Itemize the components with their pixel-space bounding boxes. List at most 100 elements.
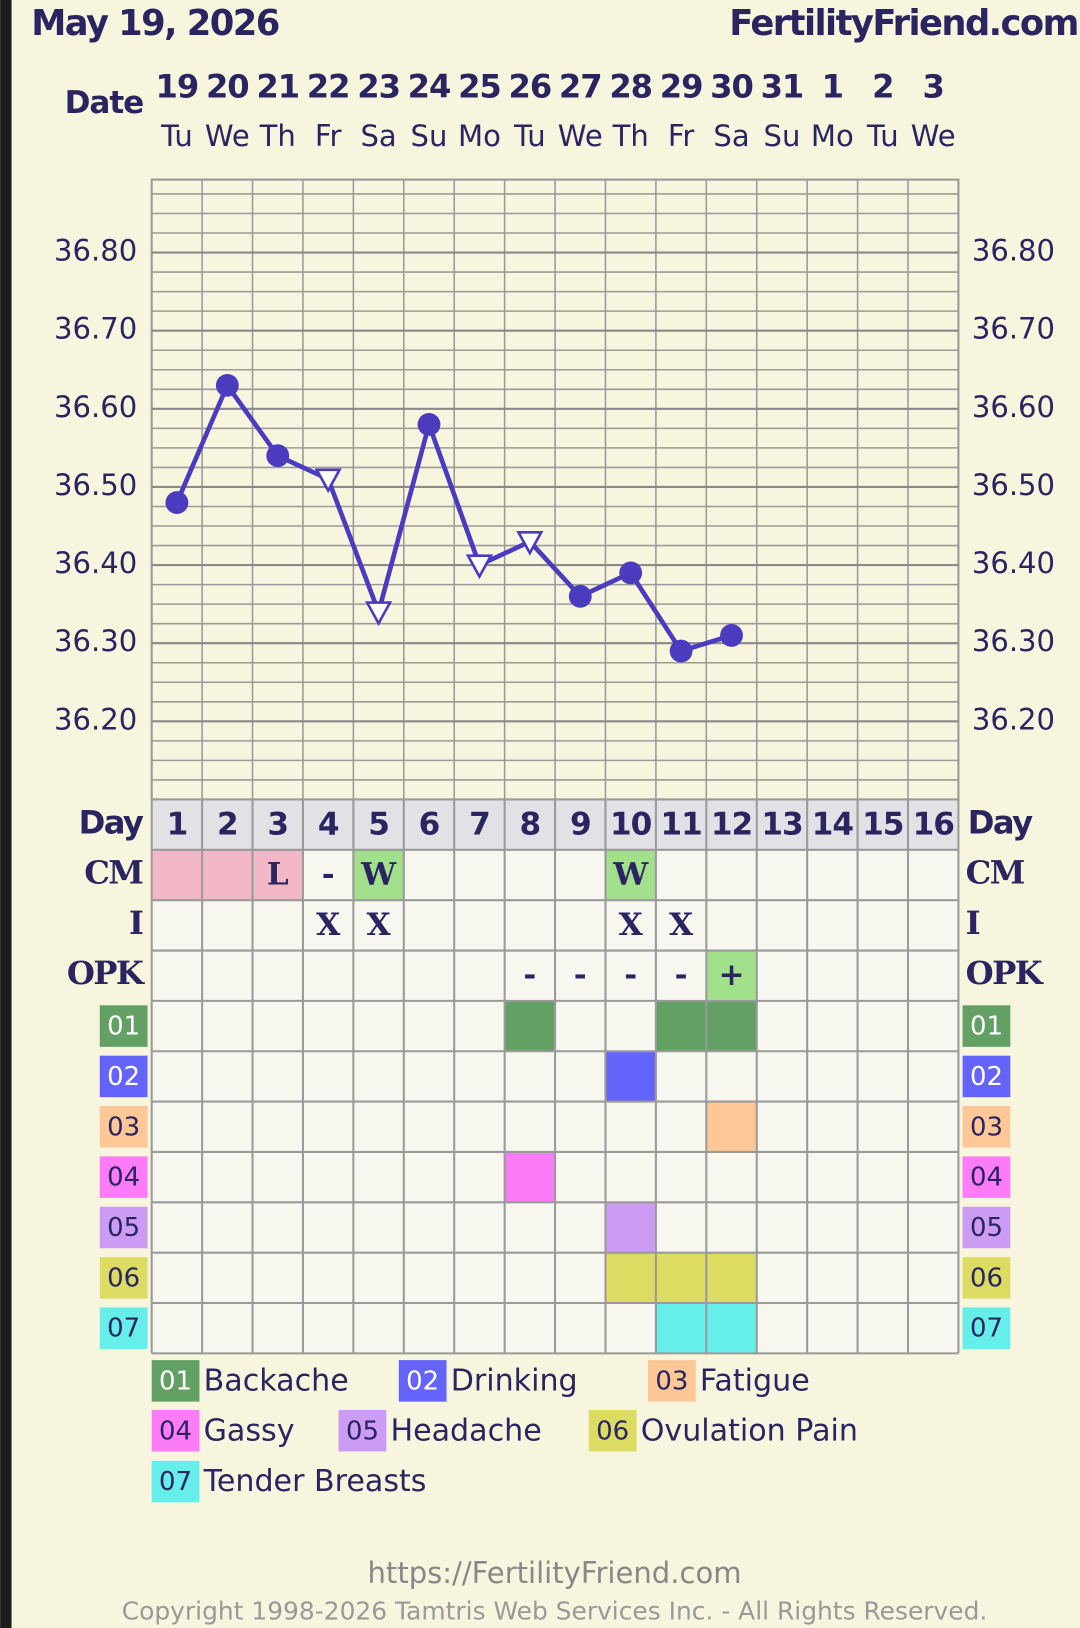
day-number: 8	[520, 807, 541, 843]
symptom-code: 07	[107, 1314, 140, 1344]
symptom-code: 01	[107, 1012, 140, 1042]
date-number: 20	[206, 67, 249, 105]
cell-text: -	[675, 957, 688, 993]
symptom-code: 04	[159, 1416, 192, 1446]
circle-marker	[266, 444, 290, 468]
symptom-code: 06	[970, 1263, 1003, 1293]
symptom-badge	[962, 1206, 1011, 1249]
date-number: 19	[156, 67, 199, 105]
temperature-line	[174, 383, 733, 654]
day-label: Day	[968, 804, 1033, 842]
weekday: Sa	[713, 119, 749, 153]
legend-name: Fatigue	[700, 1363, 810, 1398]
symptom-badge	[99, 1156, 148, 1198]
symptom-code: 02	[107, 1062, 140, 1092]
symptom-badge	[962, 1005, 1011, 1047]
circle-marker	[619, 561, 643, 585]
triangle-marker	[465, 554, 494, 580]
row-label: CM	[966, 853, 1025, 891]
symptom-code: 03	[655, 1366, 688, 1396]
symptom-code: 02	[970, 1062, 1003, 1092]
date-number: 24	[408, 67, 451, 105]
weekday: We	[205, 119, 250, 153]
weekday: Tu	[513, 119, 546, 153]
date-number: 31	[761, 67, 804, 105]
symptom-badge	[962, 1307, 1011, 1349]
day-number: 9	[570, 807, 591, 843]
date-number: 2	[872, 67, 893, 105]
day-number: 12	[711, 807, 752, 843]
y2-tick-label: 36.30	[972, 624, 1055, 658]
copyright: Copyright 1998-2026 Tamtris Web Services…	[122, 1596, 988, 1625]
cell-text: X	[669, 907, 694, 943]
symptom-cell	[504, 1151, 556, 1203]
day-number: 7	[469, 807, 490, 843]
symptom-code: 01	[159, 1366, 192, 1396]
left-edge	[0, 0, 12, 1628]
symptom-cell	[706, 1303, 757, 1354]
circle-marker	[215, 373, 239, 397]
symptom-code: 07	[970, 1314, 1003, 1344]
symptom-badge	[99, 1005, 148, 1047]
weekday: Tu	[160, 119, 193, 153]
day-number: 15	[862, 807, 903, 843]
symptom-badge	[151, 1409, 200, 1452]
symptom-badge	[962, 1106, 1011, 1148]
cm-cell	[353, 849, 404, 901]
symptom-cell	[605, 1252, 656, 1304]
symptom-badge	[962, 1055, 1011, 1098]
symptom-badge	[962, 1156, 1011, 1198]
weekday: Fr	[315, 119, 342, 153]
y2-tick-label: 36.20	[972, 702, 1055, 736]
weekday: Fr	[668, 119, 695, 153]
date-number: 27	[559, 67, 602, 105]
symptom-cell	[706, 1101, 757, 1152]
weekday: Th	[259, 119, 296, 153]
y2-tick-label: 36.40	[972, 546, 1055, 580]
symptom-badge	[99, 1206, 148, 1249]
weekday: Mo	[458, 119, 501, 153]
y2-tick-label: 36.80	[972, 234, 1055, 268]
day-number: 5	[368, 807, 389, 843]
symptom-cell	[655, 1303, 707, 1354]
circle-marker	[417, 413, 441, 436]
symptom-badge	[99, 1307, 148, 1349]
footer-url: https://FertilityFriend.com	[368, 1556, 742, 1590]
y-tick-label: 36.70	[54, 312, 137, 346]
cell-text: -	[523, 957, 536, 993]
weekday: Sa	[360, 119, 396, 153]
day-number: 6	[419, 807, 440, 843]
date-label: Date	[65, 85, 144, 121]
legend-name: Gassy	[204, 1413, 295, 1448]
day-number: 3	[267, 807, 288, 843]
symptom-badge	[99, 1055, 148, 1098]
date-number: 1	[822, 67, 843, 105]
symptom-badge	[151, 1460, 200, 1503]
symptom-code: 07	[159, 1467, 192, 1497]
y2-tick-label: 36.50	[972, 468, 1055, 502]
legend-name: Drinking	[451, 1363, 578, 1398]
weekday: Mo	[811, 119, 854, 153]
row-label: OPK	[67, 954, 145, 992]
triangle-marker	[364, 601, 393, 627]
cm-cell	[252, 849, 303, 901]
legend-name: Backache	[204, 1363, 349, 1398]
symptom-code: 05	[107, 1213, 140, 1243]
row-label: CM	[84, 853, 143, 891]
date-number: 25	[458, 67, 501, 105]
circle-marker	[720, 623, 743, 647]
date-number: 21	[256, 67, 299, 105]
symptom-code: 04	[970, 1163, 1003, 1193]
cell-text: -	[322, 857, 335, 893]
symptom-cell	[706, 1252, 757, 1304]
weekday: We	[558, 119, 603, 153]
y-tick-label: 36.30	[54, 624, 137, 658]
cell-text: -	[574, 957, 587, 993]
symptom-cell	[655, 1252, 707, 1304]
legend-name: Headache	[390, 1413, 541, 1448]
y-tick-label: 36.50	[54, 468, 137, 502]
circle-marker	[165, 491, 189, 514]
symptom-code: 05	[970, 1213, 1003, 1243]
y-tick-label: 36.40	[54, 546, 137, 580]
